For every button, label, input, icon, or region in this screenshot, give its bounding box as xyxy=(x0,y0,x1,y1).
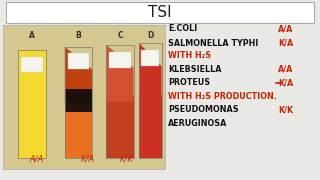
Text: B: B xyxy=(76,31,81,40)
Text: KLEBSIELLA: KLEBSIELLA xyxy=(168,65,221,74)
Text: K/A: K/A xyxy=(278,78,294,87)
Text: PROTEUS: PROTEUS xyxy=(168,78,210,87)
Text: A/A: A/A xyxy=(278,24,294,33)
Text: A/A: A/A xyxy=(30,155,44,164)
Text: PSEUDOMONAS: PSEUDOMONAS xyxy=(168,105,239,114)
Bar xyxy=(6,2,314,22)
Text: K/K: K/K xyxy=(119,155,133,164)
Text: WITH H₂S PRODUCTION.: WITH H₂S PRODUCTION. xyxy=(168,92,277,101)
Text: K/A: K/A xyxy=(81,155,95,164)
Text: K/K: K/K xyxy=(278,105,293,114)
Bar xyxy=(109,52,131,68)
Bar xyxy=(68,53,89,69)
Bar xyxy=(21,57,43,72)
Bar xyxy=(141,50,159,66)
Text: WITH H₂S: WITH H₂S xyxy=(168,51,211,60)
Text: TSI: TSI xyxy=(148,5,172,20)
Bar xyxy=(19,50,46,158)
Text: SALMONELLA TYPHI: SALMONELLA TYPHI xyxy=(168,39,258,48)
Text: A/A: A/A xyxy=(278,65,294,74)
Polygon shape xyxy=(139,43,162,101)
Bar xyxy=(139,95,162,158)
Text: AERUGINOSA: AERUGINOSA xyxy=(168,119,228,128)
Text: E.COLI: E.COLI xyxy=(168,24,197,33)
Text: D: D xyxy=(147,31,154,40)
Polygon shape xyxy=(65,47,92,103)
Bar xyxy=(65,97,92,158)
Bar xyxy=(3,25,165,169)
Text: C: C xyxy=(117,31,123,40)
Text: K/A: K/A xyxy=(278,39,294,48)
Polygon shape xyxy=(65,89,92,112)
Text: A: A xyxy=(29,31,35,40)
Bar xyxy=(106,96,134,158)
Polygon shape xyxy=(106,45,134,102)
